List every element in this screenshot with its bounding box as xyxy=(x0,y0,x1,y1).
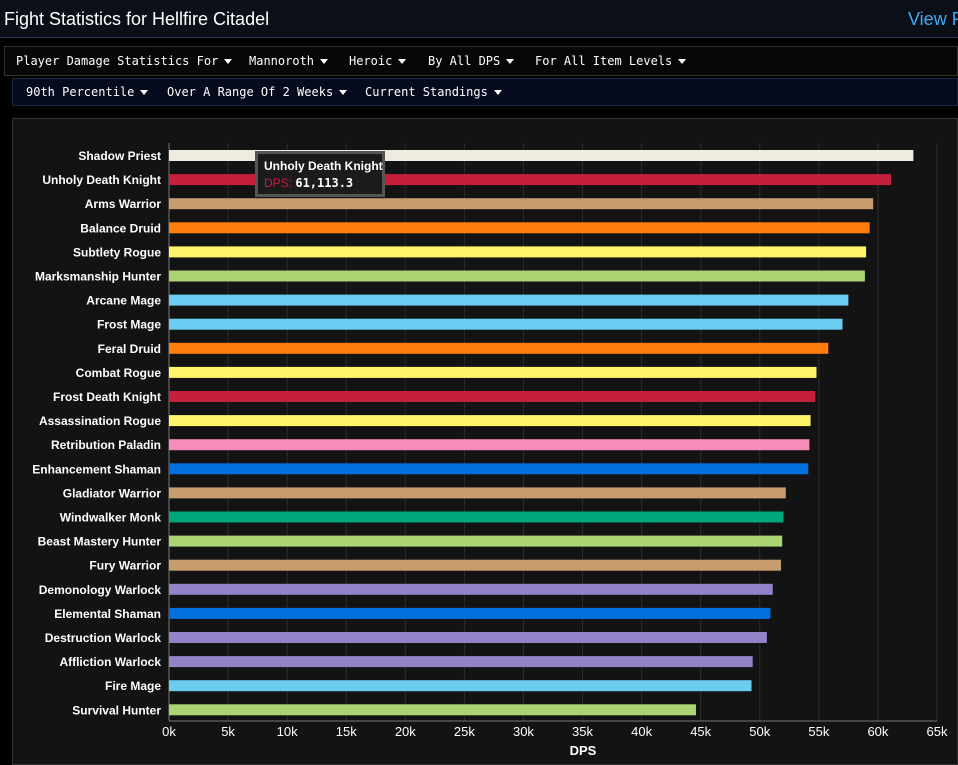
view-link[interactable]: View F xyxy=(908,9,958,29)
x-tick-label: 55k xyxy=(808,724,829,739)
category-label: Enhancement Shaman xyxy=(32,462,161,476)
category-label: Arcane Mage xyxy=(86,294,161,308)
boss-label: Mannoroth xyxy=(249,54,315,68)
x-tick-label: 5k xyxy=(221,724,235,739)
x-tick-label: 0k xyxy=(162,724,176,739)
category-label: Survival Hunter xyxy=(72,703,161,717)
x-tick-label: 45k xyxy=(690,724,711,739)
bar-tooltip: Unholy Death Knight DPS: 61,113.3 xyxy=(255,151,385,197)
category-label: Demonology Warlock xyxy=(39,583,162,597)
difficulty-dropdown[interactable]: Heroic xyxy=(349,47,407,75)
x-tick-label: 20k xyxy=(395,724,416,739)
item-level-dropdown[interactable]: For All Item Levels xyxy=(535,47,687,75)
stat-type-dropdown[interactable]: Player Damage Statistics For xyxy=(16,47,233,75)
tooltip-title: Unholy Death Knight xyxy=(264,159,383,173)
category-label: Marksmanship Hunter xyxy=(35,270,161,284)
x-tick-label: 30k xyxy=(513,724,534,739)
percentile-dropdown[interactable]: 90th Percentile xyxy=(26,79,149,105)
bar[interactable] xyxy=(169,150,914,161)
chevron-down-icon xyxy=(320,58,329,64)
x-tick-label: 50k xyxy=(749,724,770,739)
standings-label: Current Standings xyxy=(365,85,488,99)
chevron-down-icon xyxy=(224,58,233,64)
boss-dropdown[interactable]: Mannoroth xyxy=(249,47,329,75)
bar[interactable] xyxy=(169,366,817,378)
bar[interactable] xyxy=(169,294,849,306)
percentile-label: 90th Percentile xyxy=(26,85,135,99)
bar[interactable] xyxy=(169,656,753,668)
x-tick-label: 25k xyxy=(454,724,475,739)
x-tick-label: 10k xyxy=(277,724,298,739)
difficulty-label: Heroic xyxy=(349,54,393,68)
bar[interactable] xyxy=(169,559,782,571)
category-label: Beast Mastery Hunter xyxy=(38,535,162,549)
bar[interactable] xyxy=(169,342,829,354)
category-label: Unholy Death Knight xyxy=(42,173,161,187)
x-tick-label: 60k xyxy=(867,724,888,739)
x-tick-label: 40k xyxy=(631,724,652,739)
dps-filter-label: By All DPS xyxy=(428,54,501,68)
bar[interactable] xyxy=(169,318,843,330)
category-label: Frost Death Knight xyxy=(53,390,161,404)
filter-bar-primary: Player Damage Statistics For Mannoroth H… xyxy=(4,46,958,76)
bar[interactable] xyxy=(169,222,870,234)
category-label: Destruction Warlock xyxy=(45,631,162,645)
category-label: Fury Warrior xyxy=(89,559,161,573)
page-title: Fight Statistics for Hellfire Citadel xyxy=(4,9,270,29)
bar[interactable] xyxy=(169,680,752,692)
x-tick-label: 35k xyxy=(572,724,593,739)
page-header: Fight Statistics for Hellfire Citadel Vi… xyxy=(0,0,958,38)
x-tick-label: 15k xyxy=(336,724,357,739)
bar[interactable] xyxy=(169,704,696,716)
category-label: Shadow Priest xyxy=(78,149,161,163)
category-label: Fire Mage xyxy=(105,679,161,693)
bar[interactable] xyxy=(169,174,892,186)
time-range-label: Over A Range Of 2 Weeks xyxy=(167,85,334,99)
chevron-down-icon xyxy=(678,58,687,64)
category-label: Subtlety Rogue xyxy=(73,245,161,259)
category-label: Retribution Paladin xyxy=(51,438,161,452)
chevron-down-icon xyxy=(398,58,407,64)
category-label: Assassination Rogue xyxy=(39,414,161,428)
bar[interactable] xyxy=(169,415,811,427)
bar[interactable] xyxy=(169,607,771,619)
dps-filter-dropdown[interactable]: By All DPS xyxy=(428,47,515,75)
bar[interactable] xyxy=(169,391,816,402)
bar[interactable] xyxy=(169,535,783,547)
tooltip-value: 61,113.3 xyxy=(295,176,354,190)
bar[interactable] xyxy=(169,246,867,258)
bar[interactable] xyxy=(169,463,809,475)
bar[interactable] xyxy=(169,511,784,523)
category-label: Affliction Warlock xyxy=(59,655,161,669)
bar[interactable] xyxy=(169,632,767,643)
category-label: Combat Rogue xyxy=(76,366,162,380)
tooltip-row: DPS: 61,113.3 xyxy=(264,176,354,190)
bar[interactable] xyxy=(169,583,773,595)
category-label: Elemental Shaman xyxy=(54,607,161,621)
chevron-down-icon xyxy=(339,89,348,95)
category-label: Frost Mage xyxy=(97,318,161,332)
tooltip-key: DPS xyxy=(264,176,289,190)
chevron-down-icon xyxy=(493,89,502,95)
stat-type-label: Player Damage Statistics For xyxy=(16,54,219,68)
bar[interactable] xyxy=(169,439,810,451)
category-label: Arms Warrior xyxy=(85,197,162,211)
bar[interactable] xyxy=(169,198,874,210)
chevron-down-icon xyxy=(506,58,515,64)
time-range-dropdown[interactable]: Over A Range Of 2 Weeks xyxy=(167,79,348,105)
x-axis-label: DPS xyxy=(570,743,597,758)
x-tick-label: 65k xyxy=(927,724,948,739)
filter-bar-secondary: 90th Percentile Over A Range Of 2 Weeks … xyxy=(12,78,958,106)
category-label: Gladiator Warrior xyxy=(63,486,162,500)
bar[interactable] xyxy=(169,487,786,499)
category-label: Windwalker Monk xyxy=(60,511,162,525)
chevron-down-icon xyxy=(140,89,149,95)
category-label: Feral Druid xyxy=(98,342,161,356)
category-label: Balance Druid xyxy=(80,221,161,235)
item-level-label: For All Item Levels xyxy=(535,54,673,68)
bar[interactable] xyxy=(169,270,865,282)
standings-dropdown[interactable]: Current Standings xyxy=(365,79,502,105)
